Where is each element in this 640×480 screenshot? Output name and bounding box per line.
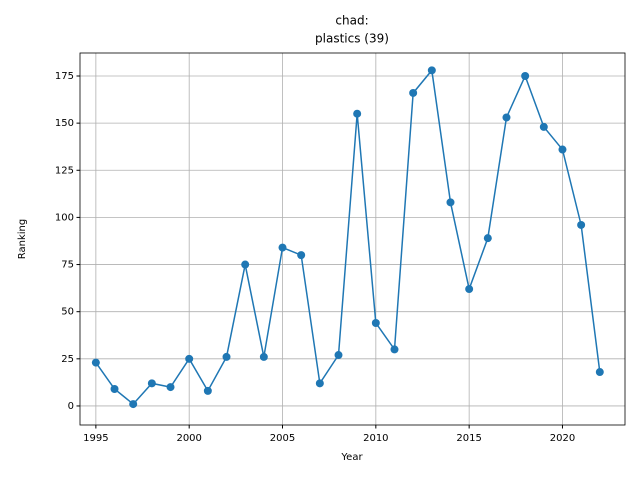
x-tick-label: 2020 [550,433,575,444]
y-tick-label: 50 [61,307,74,318]
marker [465,285,474,294]
chart-title: plastics (39) [315,32,389,46]
y-tick-label: 125 [55,165,74,176]
marker [521,72,530,81]
marker [185,354,194,363]
marker [558,145,567,154]
marker [110,384,119,393]
marker [241,260,250,269]
x-tick-label: 1995 [83,433,108,444]
x-axis-label: Year [340,452,363,463]
marker [129,400,138,409]
y-tick-label: 175 [55,71,74,82]
marker [595,368,604,377]
y-tick-label: 75 [61,260,74,271]
marker [483,234,492,243]
marker [577,220,586,229]
marker [315,379,324,388]
marker [259,352,268,361]
line [95,68,601,406]
marker [166,383,175,392]
marker [502,113,511,122]
marker [278,243,287,252]
marker [539,122,548,131]
x-tick-label: 2005 [270,433,295,444]
marker [334,351,343,360]
x-tick-label: 2010 [363,433,388,444]
chart-title: chad: [335,14,368,28]
x-tick-label: 2015 [456,433,481,444]
marker [371,318,380,327]
y-axis-label: Ranking [17,219,28,259]
x-tick-label: 2000 [176,433,201,444]
marker [427,66,436,75]
marker [91,358,100,367]
y-tick-label: 0 [68,401,74,412]
marker [203,386,212,395]
marker [353,109,362,118]
marker [409,88,418,97]
y-tick-label: 100 [55,212,74,223]
marker [222,352,231,361]
marker [446,198,455,207]
y-tick-label: 150 [55,118,74,129]
marker [390,345,399,354]
y-tick-label: 25 [61,354,74,365]
marker [147,379,156,388]
plot-frame [79,52,626,426]
marker [297,251,306,260]
